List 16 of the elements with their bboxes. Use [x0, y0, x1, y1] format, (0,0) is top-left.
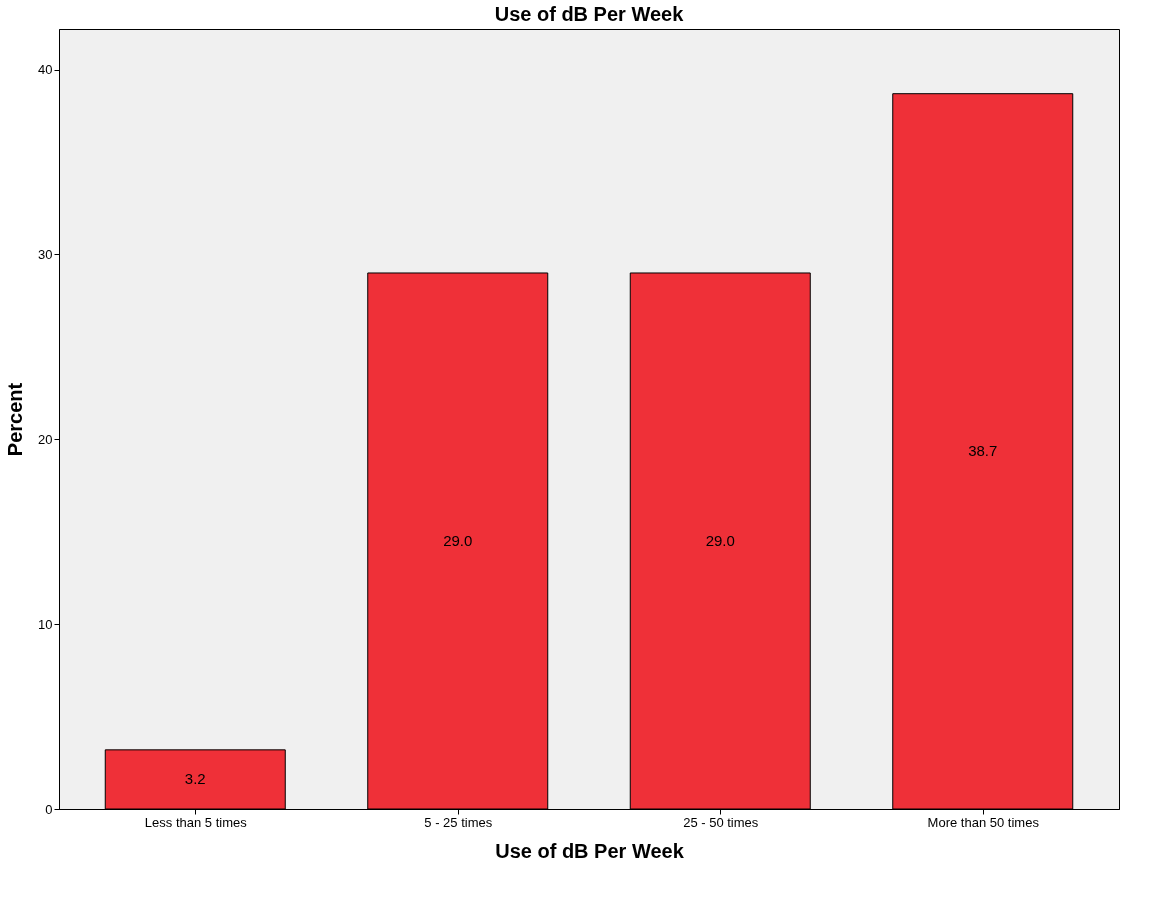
- y-tick-label: 20: [38, 431, 53, 447]
- y-tick-label: 30: [38, 247, 53, 262]
- chart-title: Use of dB Per Week: [494, 3, 685, 25]
- data-label: 29.0: [705, 531, 735, 549]
- y-tick-label: 40: [38, 62, 53, 78]
- y-tick-label: 10: [38, 616, 53, 632]
- y-axis-title: Percent: [4, 382, 27, 457]
- x-tick-label: 25 - 50 times: [683, 814, 759, 830]
- x-axis-title: Use of dB Per Week: [495, 839, 685, 862]
- x-tick-label: Less than 5 times: [144, 814, 248, 830]
- data-label: 3.2: [184, 770, 206, 788]
- x-tick-label: 5 - 25 times: [424, 814, 493, 830]
- data-label: 29.0: [443, 531, 473, 549]
- x-tick-label: More than 50 times: [927, 814, 1040, 830]
- y-tick-label: 0: [45, 801, 53, 817]
- data-label: 38.7: [968, 442, 998, 460]
